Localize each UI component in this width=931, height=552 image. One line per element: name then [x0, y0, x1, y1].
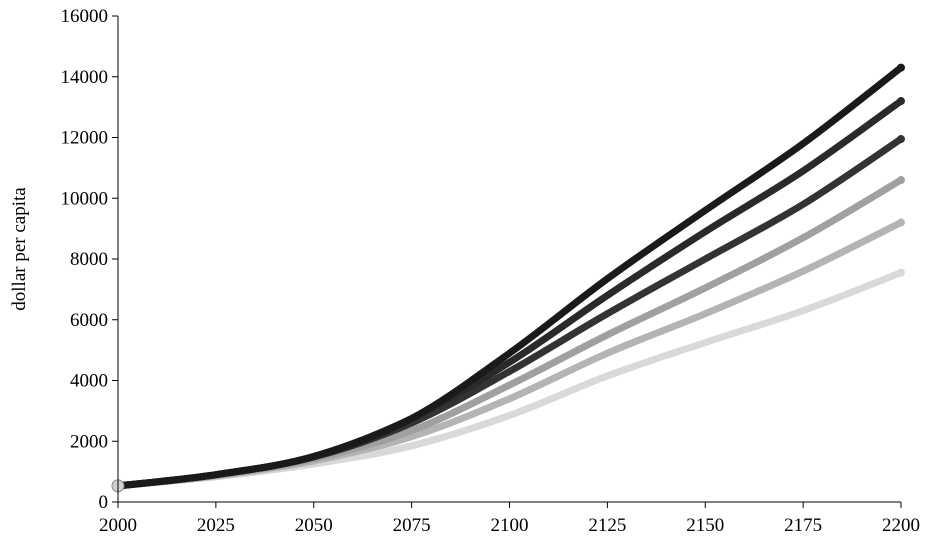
y-tick-label: 16000 — [61, 6, 109, 27]
x-tick-label: 2000 — [99, 515, 137, 536]
x-tick-label: 2025 — [197, 515, 235, 536]
y-tick-label: 4000 — [70, 371, 108, 392]
y-tick-label: 0 — [99, 492, 109, 513]
x-tick-label: 2050 — [295, 515, 333, 536]
x-tick-label: 2125 — [588, 515, 626, 536]
series-line — [114, 269, 905, 490]
x-axis-ticks: 2000 2025 2050 2075 2100 2125 2150 2175 2200 — [99, 502, 920, 536]
y-tick-label: 8000 — [70, 249, 108, 270]
y-tick-label: 2000 — [70, 431, 108, 452]
series-end-point — [897, 218, 905, 227]
y-tick-label: 6000 — [70, 310, 108, 331]
y-axis-ticks: 0 2000 4000 6000 8000 10000 12000 14000 16000 — [61, 6, 118, 513]
y-axis-title: dollar per capita — [9, 187, 30, 311]
series-end-point — [897, 97, 905, 106]
x-tick-label: 2100 — [491, 515, 529, 536]
series-end-point — [897, 63, 905, 72]
series-end-point — [897, 268, 905, 277]
series-line — [114, 176, 905, 490]
series-end-point — [897, 135, 905, 144]
x-tick-label: 2075 — [393, 515, 431, 536]
series-line — [114, 64, 905, 490]
series-group — [111, 63, 905, 493]
series-end-point — [897, 176, 905, 185]
y-tick-label: 10000 — [61, 188, 109, 209]
series-line — [114, 135, 905, 490]
x-tick-label: 2175 — [784, 515, 822, 536]
y-tick-label: 12000 — [61, 128, 109, 149]
y-tick-label: 14000 — [61, 67, 109, 88]
x-tick-label: 2150 — [686, 515, 724, 536]
x-tick-label: 2200 — [882, 515, 920, 536]
